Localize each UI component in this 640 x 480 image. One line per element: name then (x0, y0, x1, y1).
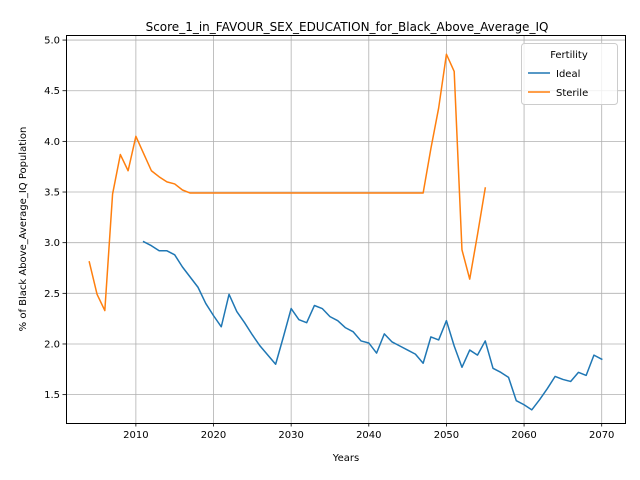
y-tick-label: 4.5 (44, 86, 60, 97)
y-axis-ticks: 1.5 2.0 2.5 3.0 3.5 4.0 4.5 5.0 (44, 36, 66, 401)
x-tick-label: 2050 (434, 430, 459, 441)
grid (66, 35, 625, 423)
x-axis-ticks: 2010 2020 2030 2040 2050 2060 2070 (123, 423, 614, 441)
x-tick-label: 2010 (123, 430, 148, 441)
x-axis-label: Years (332, 453, 359, 464)
x-tick-label: 2040 (356, 430, 381, 441)
x-tick-label: 2060 (511, 430, 536, 441)
legend-title: Fertility (550, 50, 588, 61)
x-tick-label: 2030 (278, 430, 303, 441)
y-tick-label: 4.0 (44, 137, 60, 148)
series-lines (88, 53, 603, 411)
y-axis-label: % of Black Above_Average_IQ Population (18, 127, 29, 332)
y-tick-label: 2.5 (44, 289, 60, 300)
x-tick-label: 2020 (201, 430, 226, 441)
y-tick-label: 1.5 (44, 390, 60, 401)
legend: Fertility Ideal Sterile (521, 43, 618, 105)
y-tick-label: 5.0 (44, 36, 60, 47)
x-tick-label: 2070 (589, 430, 614, 441)
legend-label-ideal: Ideal (556, 69, 580, 80)
y-tick-label: 3.5 (44, 188, 60, 199)
y-tick-label: 3.0 (44, 238, 60, 249)
plot-frame (66, 35, 626, 424)
series-line-ideal (142, 240, 603, 411)
chart-title: Score_1_in_FAVOUR_SEX_EDUCATION_for_Blac… (146, 20, 549, 34)
y-tick-label: 2.0 (44, 339, 60, 350)
legend-label-sterile: Sterile (556, 88, 588, 99)
legend-box (521, 43, 618, 105)
series-line-sterile (88, 53, 487, 312)
